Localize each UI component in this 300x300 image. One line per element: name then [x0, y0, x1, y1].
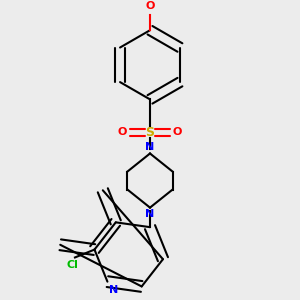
Text: N: N [109, 285, 118, 295]
Text: Cl: Cl [66, 260, 78, 271]
Text: O: O [173, 128, 182, 137]
Text: O: O [145, 1, 155, 11]
Text: S: S [146, 126, 154, 139]
Text: N: N [146, 142, 154, 152]
Text: N: N [146, 209, 154, 219]
Text: O: O [118, 128, 127, 137]
